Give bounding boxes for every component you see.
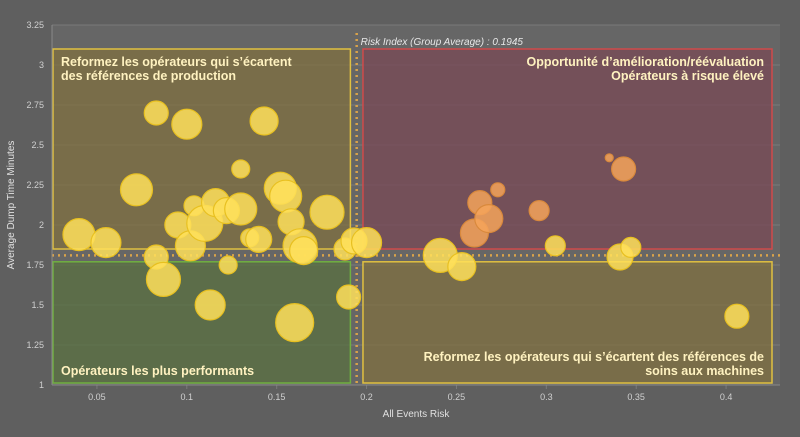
data-point [335,284,362,310]
data-point [309,194,345,230]
data-point [528,200,550,222]
data-point [724,303,750,329]
data-point [604,153,614,163]
x-tick-label: 0.3 [540,392,553,402]
quadrants [52,48,773,384]
y-tick-label: 3.25 [26,20,44,30]
x-tick-label: 0.2 [360,392,373,402]
data-point [289,236,319,266]
y-tick-label: 2.75 [26,100,44,110]
x-axis-title: All Events Risk [383,409,451,420]
reference-lines [52,33,780,385]
x-tick-label: 0.15 [268,392,286,402]
data-point [231,159,251,179]
y-tick-label: 2 [39,220,44,230]
y-tick-label: 1.5 [31,300,44,310]
quadrant-bottom-right [362,261,773,384]
bubbles [62,100,750,343]
quadrant-label: Reformez les opérateurs qui s’écartent d… [424,350,764,364]
data-point [249,106,279,136]
axes: 1 1.25 1.5 1.75 2 2.25 2.5 2.75 3 3.25 0.05 0.1 0.15… [26,20,780,402]
y-tick-label: 3 [39,60,44,70]
data-point [194,289,226,321]
y-axis-title: Average Dump Time Minutes [6,141,17,270]
x-tick-label: 0.4 [720,392,733,402]
quadrant-label: Opérateurs à risque élevé [611,69,764,83]
data-point [275,303,315,343]
x-tick-label: 0.05 [88,392,106,402]
data-point [145,261,182,297]
y-tick-label: 1.75 [26,260,44,270]
data-point [62,218,96,252]
quadrant-label: Reformez les opérateurs qui s’écartent [61,55,292,69]
data-point [490,182,506,198]
quadrant-label: soins aux machines [645,364,764,378]
data-point [143,100,169,126]
data-point [171,108,203,140]
data-point [224,192,258,226]
data-point [90,227,122,259]
quadrant-labels: Reformez les opérateurs qui s’écartentde… [61,55,764,378]
data-point [447,252,477,282]
data-point [544,235,566,257]
quadrant-top-right [362,48,773,250]
y-tick-label: 1 [39,380,44,390]
data-point [620,236,642,258]
y-tick-label: 2.5 [31,140,44,150]
data-point [218,255,238,275]
data-point [611,156,637,182]
data-point [119,173,154,207]
data-point [474,204,504,234]
x-tick-label: 0.25 [448,392,466,402]
x-tick-label: 0.1 [181,392,194,402]
quadrant-label: Opportunité d’amélioration/réévaluation [526,55,764,69]
x-tick-label: 0.35 [627,392,645,402]
quadrant-label: Opérateurs les plus performants [61,364,254,378]
quadrant-label: des références de production [61,69,236,83]
data-point [350,227,383,259]
y-tick-label: 2.25 [26,180,44,190]
reference-line-label: Risk Index (Group Average) : 0.1945 [361,37,524,48]
data-point [269,179,303,213]
data-point [245,225,273,253]
y-tick-label: 1.25 [26,340,44,350]
